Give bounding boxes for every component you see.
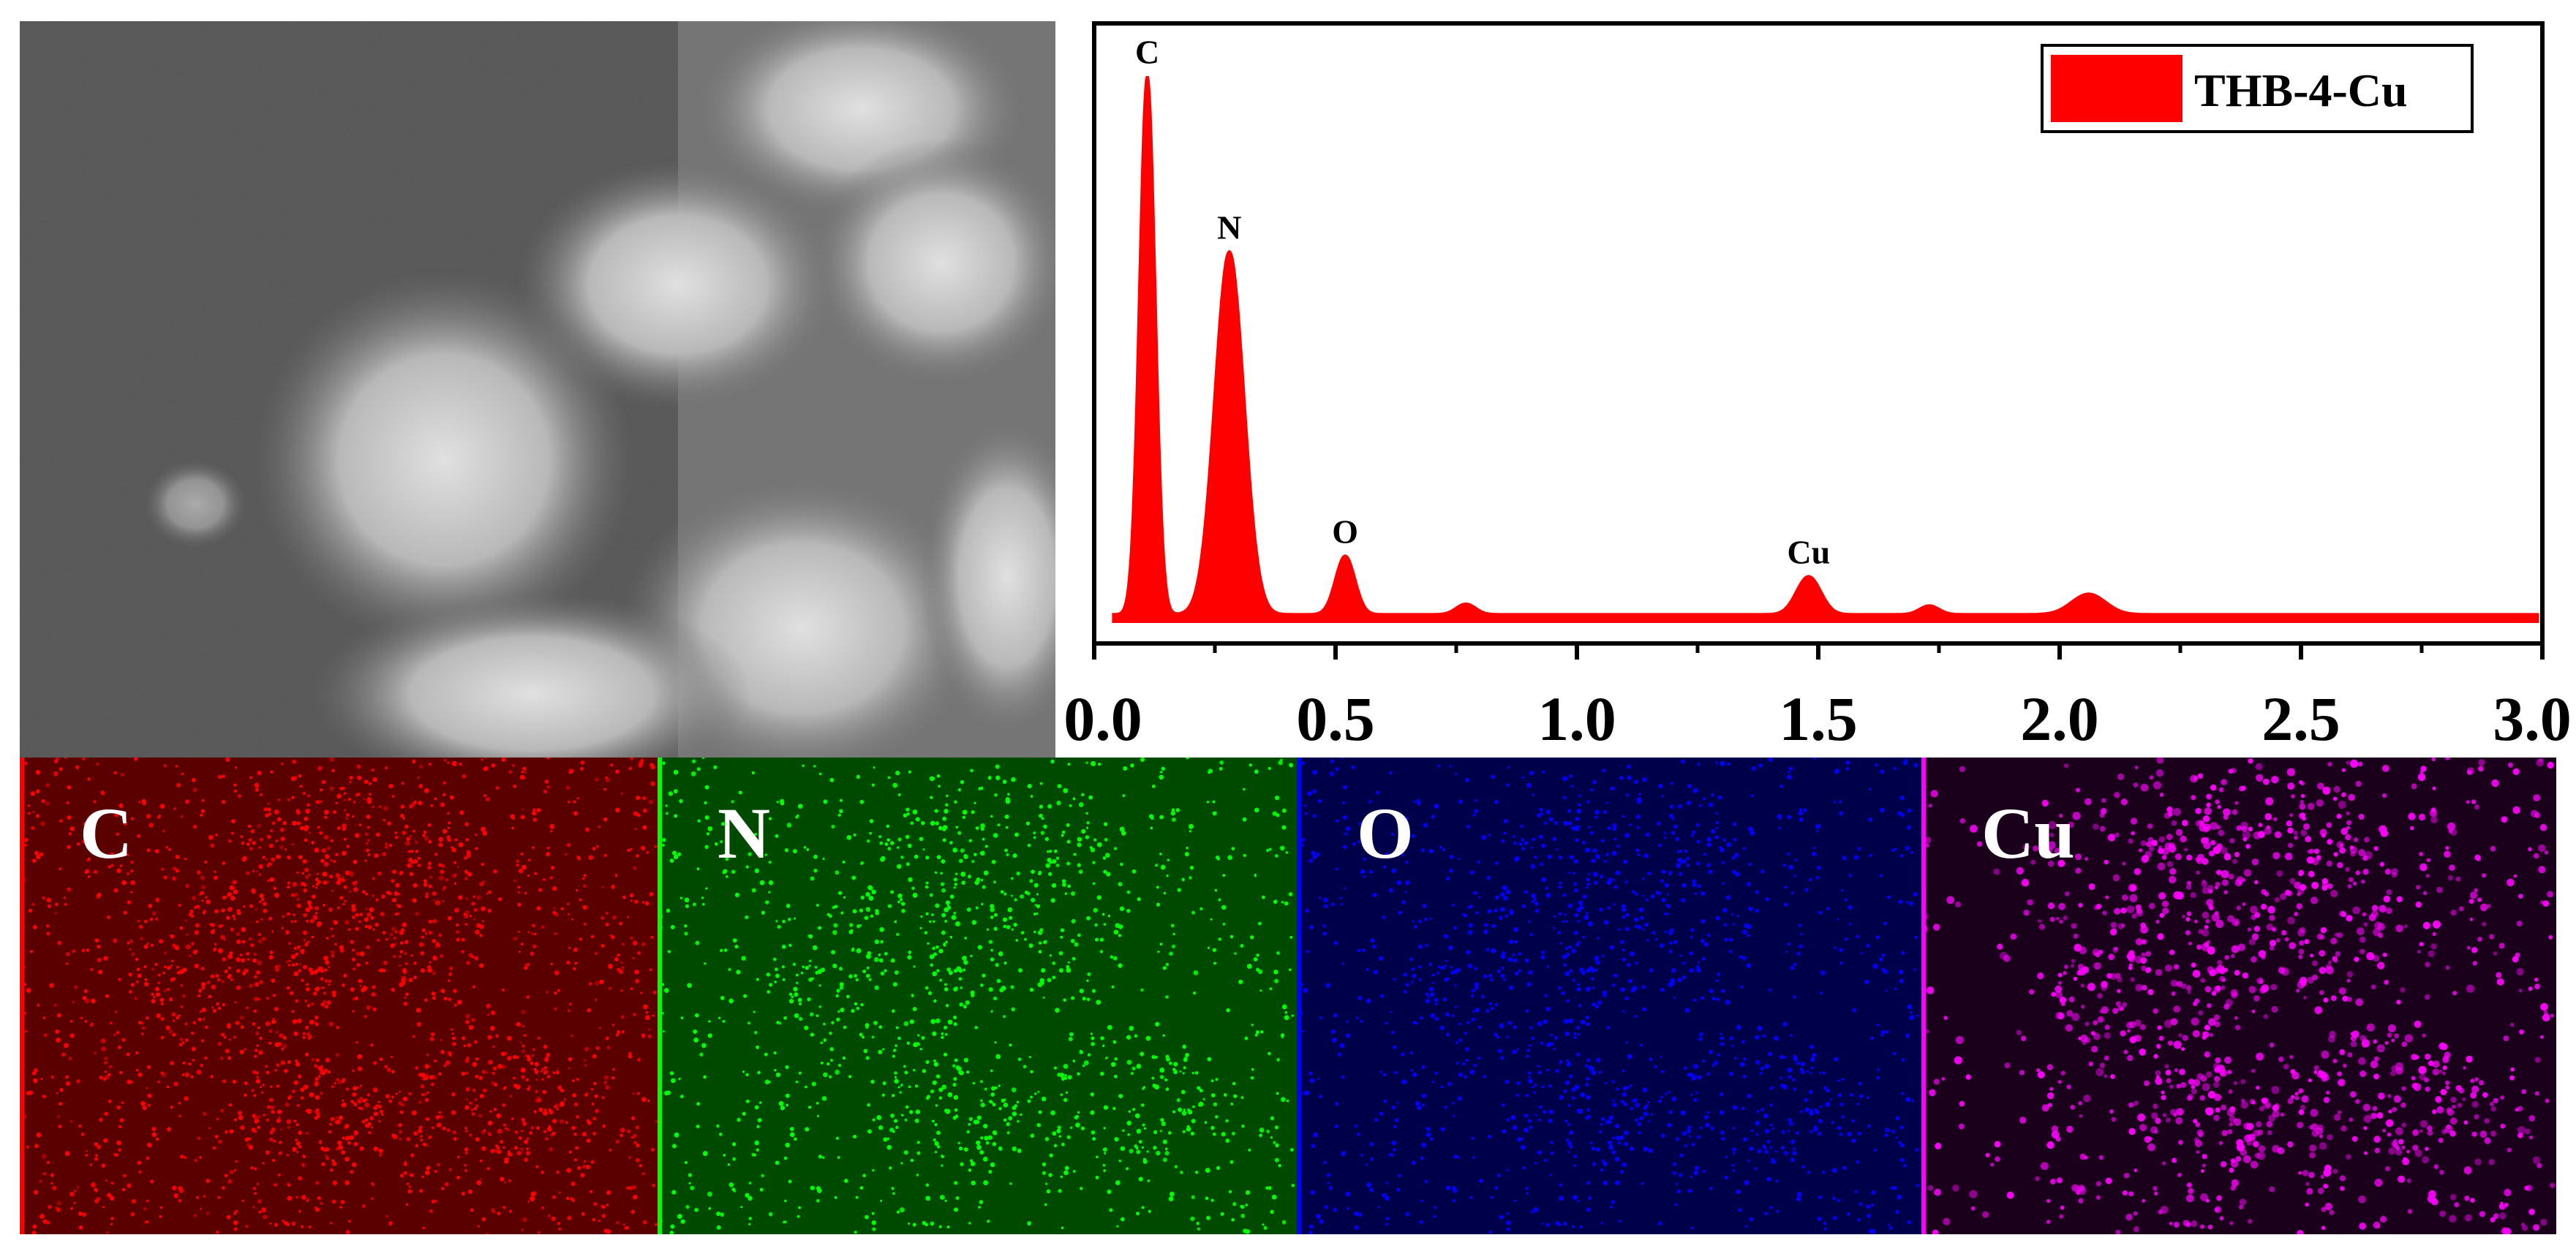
elemental-map-c: C	[20, 758, 658, 1234]
map-texture	[1921, 758, 2556, 1234]
map-label-c: C	[80, 793, 133, 874]
x-tick-label: 1.5	[1779, 684, 1858, 754]
peak-label-o: O	[1332, 513, 1358, 550]
x-tick-label: 0.5	[1296, 684, 1375, 754]
x-tick-label: 1.0	[1537, 684, 1616, 754]
x-tick-label: 2.5	[2261, 684, 2340, 754]
legend-entry: THB-4-Cu	[2194, 64, 2408, 116]
map-label-o: O	[1357, 793, 1414, 874]
peak-label-cu: Cu	[1787, 533, 1830, 570]
elemental-map-n: N	[658, 758, 1297, 1234]
x-tick-label: 3.0	[2493, 684, 2572, 754]
legend-swatch	[2051, 55, 2183, 122]
eds-spectrum-svg: C N O Cu 0.0 0.5 1.0 1.5 2.0 2.5 3.0 THB-4-Cu	[1063, 21, 2572, 754]
legend: THB-4-Cu	[2041, 44, 2474, 133]
elemental-map-o: O	[1297, 758, 1921, 1234]
map-label-cu: Cu	[1981, 793, 2075, 874]
sem-image-icon	[20, 21, 1055, 758]
peak-label-n: N	[1217, 208, 1241, 246]
map-label-n: N	[718, 793, 771, 874]
map-texture	[658, 758, 1297, 1234]
peak-label-c: C	[1135, 33, 1159, 70]
sem-micrograph	[20, 21, 1055, 758]
map-texture	[1297, 758, 1921, 1234]
x-tick-label: 0.0	[1063, 684, 1142, 754]
x-tick-label: 2.0	[2020, 684, 2099, 754]
spectrum-area	[1112, 75, 2539, 623]
eds-spectrum-chart: C N O Cu 0.0 0.5 1.0 1.5 2.0 2.5 3.0 THB-4-Cu	[1053, 0, 2576, 760]
elemental-map-cu: Cu	[1921, 758, 2556, 1234]
map-texture	[20, 758, 658, 1234]
